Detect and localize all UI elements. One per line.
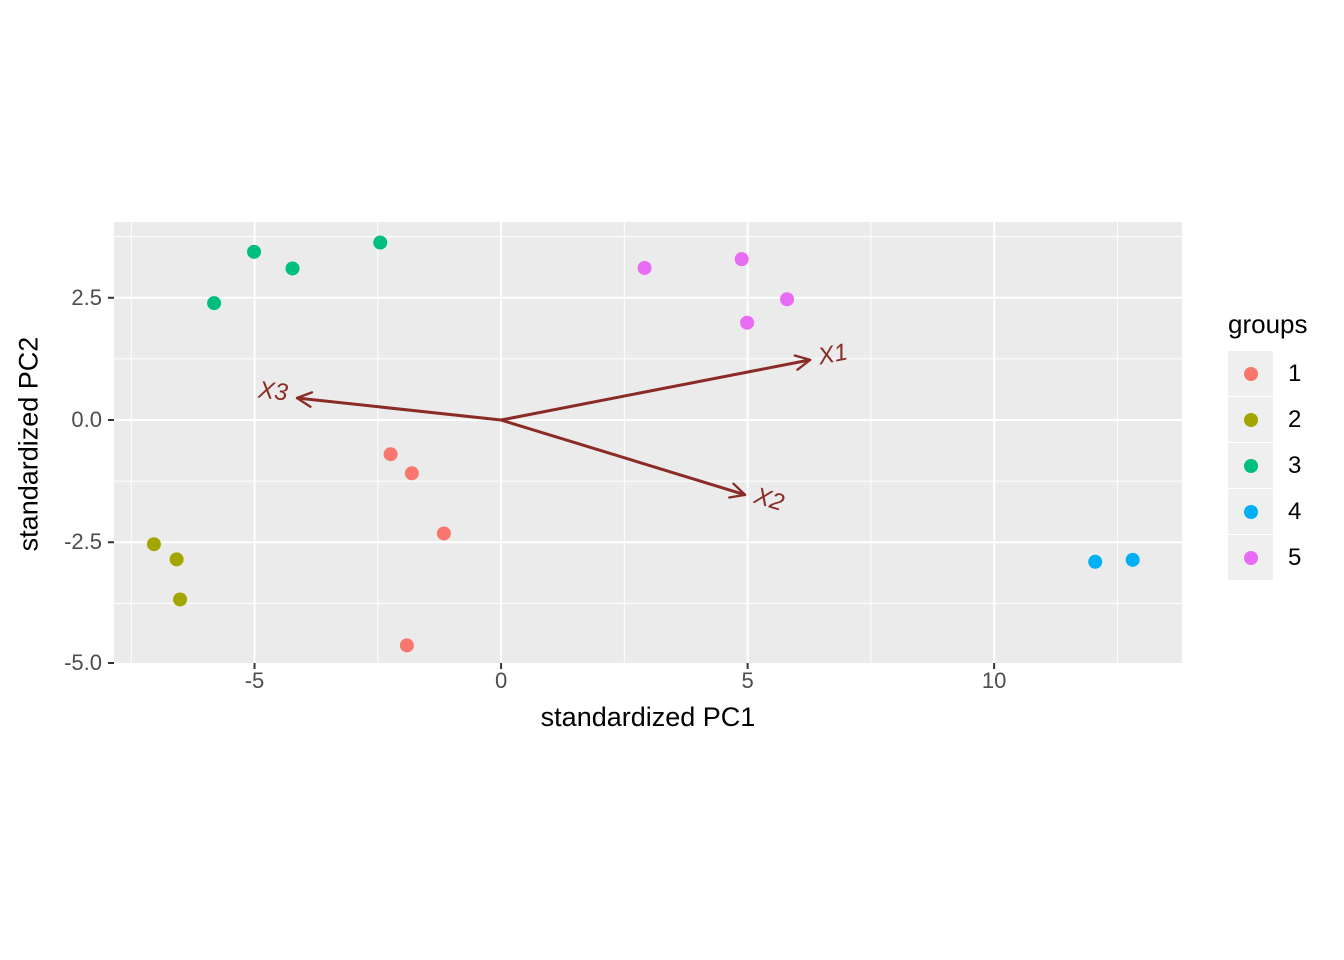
- legend-key-2: [1228, 397, 1273, 442]
- legend-label-4: 4: [1288, 498, 1302, 525]
- legend-title: groups: [1228, 309, 1308, 339]
- y-tick-label--5.0: -5.0: [64, 650, 102, 675]
- legend-dot-icon: [1243, 550, 1258, 565]
- data-point-group-3: [285, 261, 300, 276]
- data-point-group-5: [734, 252, 749, 267]
- legend-key-4: [1228, 489, 1273, 534]
- y-tick-label-2.5: 2.5: [71, 284, 102, 310]
- loading-arrow-x3: [295, 391, 502, 422]
- data-point-group-5: [740, 315, 755, 330]
- loading-arrow-x2: [500, 418, 747, 499]
- legend-label-1: 1: [1288, 360, 1302, 387]
- legend-dot-icon: [1243, 412, 1258, 427]
- data-point-group-1: [383, 447, 398, 462]
- data-point-group-5: [637, 260, 652, 275]
- loading-arrow-x1: [500, 354, 812, 422]
- data-point-group-4: [1125, 552, 1140, 567]
- legend: groups 1 2 3 4 5: [1228, 311, 1344, 581]
- x-tick-label-0: 0: [494, 668, 508, 693]
- data-point-group-2: [146, 537, 161, 552]
- legend-dot-icon: [1243, 504, 1258, 519]
- legend-item-2: 2: [1228, 397, 1344, 443]
- data-point-group-5: [780, 292, 795, 307]
- x-axis-title: standardized PC1: [540, 702, 756, 732]
- data-point-group-1: [399, 638, 414, 653]
- y-tick-label-0.0: 0.0: [71, 407, 102, 432]
- panel-background: [114, 222, 1182, 663]
- legend-item-5: 5: [1228, 535, 1344, 581]
- legend-label-2: 2: [1288, 406, 1302, 433]
- x-tick-label--5: -5: [244, 668, 265, 693]
- x-tick-label-10: 10: [981, 668, 1007, 693]
- legend-item-3: 3: [1228, 443, 1344, 489]
- data-point-group-3: [373, 235, 388, 250]
- legend-label-3: 3: [1288, 452, 1302, 479]
- arrow-label-x3: X3: [257, 376, 290, 407]
- legend-item-1: 1: [1228, 351, 1344, 397]
- data-point-group-2: [169, 552, 184, 567]
- data-point-group-1: [436, 526, 451, 541]
- data-point-group-3: [207, 296, 222, 311]
- y-axis-title: standardized PC2: [13, 336, 44, 552]
- data-point-group-2: [173, 592, 188, 607]
- data-point-group-4: [1088, 554, 1103, 569]
- legend-label-5: 5: [1288, 544, 1302, 571]
- data-point-group-3: [247, 244, 262, 259]
- data-point-group-1: [404, 466, 419, 481]
- legend-dot-icon: [1243, 366, 1258, 381]
- arrow-label-x1: X1: [815, 338, 850, 372]
- legend-item-4: 4: [1228, 489, 1344, 535]
- y-tick-label--2.5: -2.5: [64, 529, 102, 555]
- legend-key-3: [1228, 443, 1273, 488]
- legend-key-5: [1228, 535, 1273, 580]
- legend-dot-icon: [1243, 458, 1258, 473]
- x-tick-label-5: 5: [741, 668, 754, 693]
- legend-key-1: [1228, 351, 1273, 396]
